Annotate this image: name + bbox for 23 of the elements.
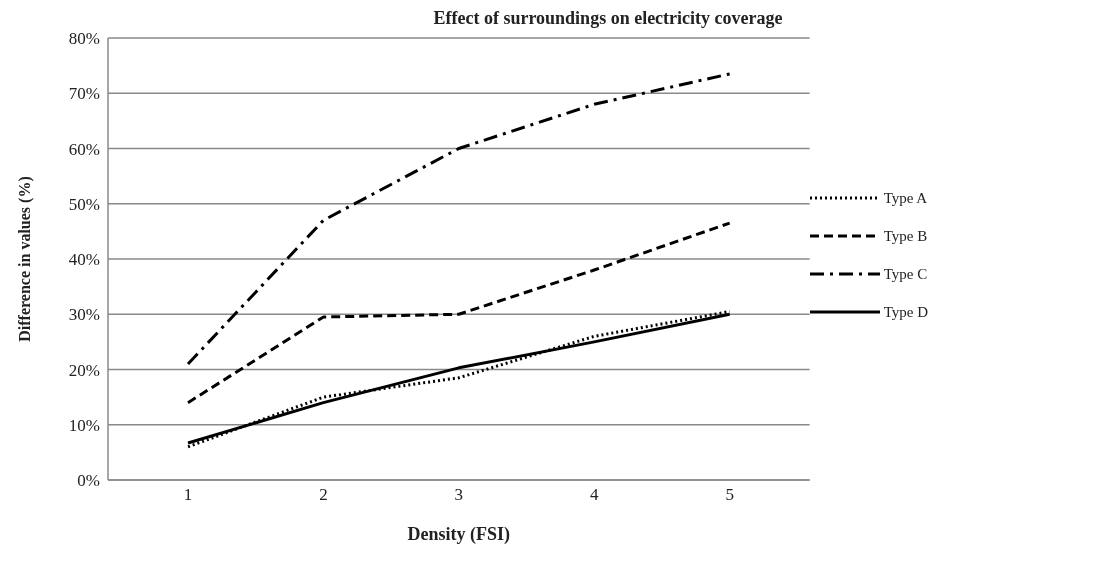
line-series bbox=[186, 221, 732, 405]
y-tick-label: 10% bbox=[68, 415, 100, 435]
y-tick-label: 50% bbox=[68, 194, 100, 214]
line-series bbox=[186, 72, 732, 366]
y-axis-title: Difference in values (%) bbox=[15, 176, 34, 342]
y-tick-label: 0% bbox=[77, 471, 100, 491]
x-tick-label: 5 bbox=[725, 485, 734, 505]
y-tick-label: 70% bbox=[68, 84, 100, 104]
legend-label: Type B bbox=[883, 227, 928, 245]
chart-title: Effect of surroundings on electricity coverage bbox=[432, 8, 784, 30]
x-axis-title: Density (FSI) bbox=[407, 524, 511, 545]
x-tick-label: 3 bbox=[454, 485, 464, 505]
legend-label: Type A bbox=[883, 189, 928, 207]
x-tick-label: 1 bbox=[183, 485, 193, 505]
x-tick-label: 4 bbox=[589, 485, 599, 505]
legend-label: Type C bbox=[883, 265, 928, 283]
y-tick-label: 40% bbox=[68, 250, 100, 270]
legend-label: Type D bbox=[883, 303, 928, 321]
y-tick-label: 60% bbox=[68, 139, 100, 159]
x-tick-label: 2 bbox=[319, 485, 328, 505]
y-tick-label: 80% bbox=[68, 29, 100, 49]
y-tick-label: 20% bbox=[68, 360, 100, 380]
y-tick-label: 30% bbox=[68, 305, 100, 325]
